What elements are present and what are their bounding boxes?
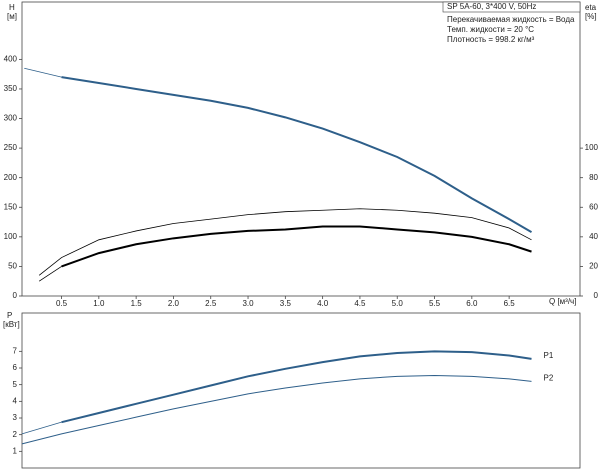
curve-label: P1 (544, 351, 554, 360)
y-tick-label: 0 (13, 291, 18, 300)
x-tick-label: 3.0 (242, 299, 254, 308)
y-tick-label: 2 (13, 430, 18, 439)
x-tick-label: 4.5 (354, 299, 366, 308)
curve (38, 208, 532, 276)
y-tick-label: 1 (13, 446, 18, 455)
y2-tick-label: 100 (585, 143, 599, 152)
bottom-frame (21, 312, 581, 469)
curve (21, 421, 62, 435)
y-unit: [кВт] (3, 320, 20, 329)
info-text: Плотность = 998.2 кг/м³ (447, 35, 535, 44)
y2-label: eta (585, 3, 597, 12)
y-tick-label: 4 (13, 396, 18, 405)
y-tick-label: 6 (13, 363, 18, 372)
y-label: H (9, 3, 15, 12)
x-tick-label: 2.5 (205, 299, 217, 308)
info-text: Перекачиваемая жидкость = Вода (447, 15, 575, 24)
y-tick-label: 7 (13, 346, 18, 355)
x-tick-label: 0.5 (56, 299, 68, 308)
top-frame (21, 1, 581, 297)
curve (61, 350, 532, 424)
y2-unit: [%] (585, 12, 597, 21)
x-tick-label: 5.0 (392, 299, 404, 308)
x-label: Q [м³/ч] (549, 297, 576, 306)
x-tick-label: 6.5 (504, 299, 516, 308)
curve (24, 67, 62, 78)
y-tick-label: 250 (4, 143, 18, 152)
y-tick-label: 400 (4, 54, 18, 63)
y-tick-label: 350 (4, 84, 18, 93)
info-text: Темп. жидкости = 20 °C (447, 25, 534, 34)
y-label: P (7, 311, 12, 320)
y-tick-label: 200 (4, 173, 18, 182)
curve (21, 374, 532, 445)
curve (61, 76, 533, 233)
y-tick-label: 150 (4, 202, 18, 211)
y2-tick-label: 80 (589, 173, 598, 182)
y-tick-label: 3 (13, 413, 18, 422)
x-tick-label: 6.0 (466, 299, 478, 308)
x-tick-label: 4.0 (317, 299, 329, 308)
info-box (442, 1, 581, 13)
y2-tick-label: 20 (589, 262, 598, 271)
curve (61, 225, 532, 268)
curve-label: P2 (544, 373, 554, 382)
x-tick-label: 5.5 (429, 299, 441, 308)
y-tick-label: 300 (4, 114, 18, 123)
y-tick-label: 100 (4, 232, 18, 241)
y-tick-label: 5 (13, 380, 18, 389)
x-tick-label: 1.0 (93, 299, 105, 308)
curve (38, 266, 62, 282)
y-tick-label: 50 (8, 262, 17, 271)
y2-tick-label: 40 (589, 232, 598, 241)
x-tick-label: 2.0 (168, 299, 180, 308)
x-tick-label: 3.5 (280, 299, 292, 308)
y-unit: [м] (7, 12, 17, 21)
y2-tick-label: 0 (594, 291, 599, 300)
pump-label: SP 5A-60, 3*400 V, 50Hz (447, 2, 536, 11)
y2-tick-label: 60 (589, 202, 598, 211)
x-tick-label: 1.5 (131, 299, 143, 308)
